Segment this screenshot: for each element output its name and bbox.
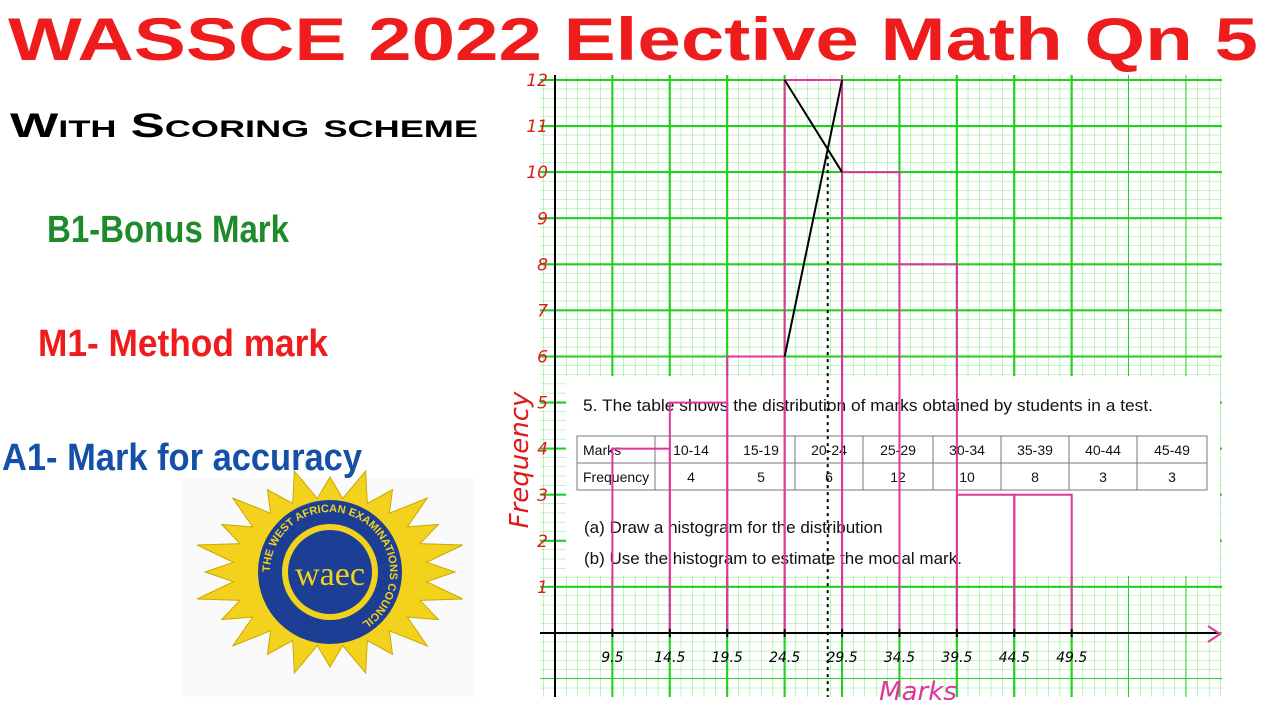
y-tick-label: 7 xyxy=(537,301,548,321)
table-cell-text: 10-14 xyxy=(673,442,709,458)
table-cell-text: 15-19 xyxy=(743,442,779,458)
x-tick-label: 24.5 xyxy=(769,650,800,666)
x-tick-label: 29.5 xyxy=(826,650,857,666)
table-cell-text: 45-49 xyxy=(1154,442,1190,458)
y-tick-label: 1 xyxy=(537,578,548,598)
y-label: Frequency xyxy=(505,391,535,528)
x-tick-label: 19.5 xyxy=(712,650,743,666)
table-cell-text: 40-44 xyxy=(1085,442,1121,458)
scheme-item: A1- Mark for accuracy xyxy=(2,437,362,479)
mode-line xyxy=(783,79,844,357)
question-text: 5. The table shows the distribution of m… xyxy=(583,396,1153,415)
x-tick-label: 49.5 xyxy=(1056,650,1087,666)
table-cell xyxy=(1136,462,1208,491)
table-cell-text: 25-29 xyxy=(880,442,916,458)
x-tick-label: 34.5 xyxy=(884,650,915,666)
scheme-item: M1- Method mark xyxy=(38,323,329,365)
table-cell-text: 20-24 xyxy=(811,442,847,458)
x-tick-label: 44.5 xyxy=(999,650,1030,666)
y-tick-label: 3 xyxy=(537,486,548,506)
table-cell-text: 4 xyxy=(687,469,695,485)
table-cell-text: 6 xyxy=(825,469,833,485)
y-tick-label: 2 xyxy=(537,532,548,552)
y-tick-label: 12 xyxy=(526,71,548,91)
logo-mark: waec xyxy=(295,556,365,593)
table-cell-text: Marks xyxy=(583,442,621,458)
mode-line xyxy=(783,79,843,173)
table-cell-text: 3 xyxy=(1168,469,1176,485)
logo: THE WEST AFRICAN EXAMINATIONS COUNCIL wa… xyxy=(183,469,475,697)
y-tick-label: 9 xyxy=(537,209,548,229)
question-part: (b) Use the histogram to estimate the mo… xyxy=(584,549,962,568)
table-cell-text: 8 xyxy=(1031,469,1039,485)
logo-core xyxy=(288,530,372,614)
title: WASSCE 2022 Elective Math Qn 5 xyxy=(8,6,1258,73)
y-tick-label: 8 xyxy=(537,255,548,275)
table-cell-text: 35-39 xyxy=(1017,442,1053,458)
question: 5. The table shows the distribution of m… xyxy=(566,376,1220,576)
scheme-item: B1-Bonus Mark xyxy=(47,209,290,251)
table-cell-text: 10 xyxy=(959,469,975,485)
question-box xyxy=(566,376,1220,576)
y-tick-label: 6 xyxy=(537,348,548,368)
y-tick-label: 4 xyxy=(537,440,548,460)
table-cell-text: 5 xyxy=(757,469,765,485)
x-tick-label: 14.5 xyxy=(654,650,685,666)
y-tick-label: 5 xyxy=(537,394,548,414)
table-cell-text: Frequency xyxy=(583,469,649,485)
question-part: (a) Draw a histogram for the distributio… xyxy=(584,518,883,537)
x-tick-label: 39.5 xyxy=(941,650,972,666)
subtitle: With Scoring scheme xyxy=(10,107,478,145)
table-cell-text: 30-34 xyxy=(949,442,985,458)
y-tick-label: 11 xyxy=(526,117,548,137)
x-label: Marks xyxy=(879,677,957,707)
y-tick-label: 10 xyxy=(526,163,548,183)
x-arrow xyxy=(1207,625,1222,643)
table-cell-text: 3 xyxy=(1099,469,1107,485)
table-cell-text: 12 xyxy=(890,469,906,485)
x-tick-label: 9.5 xyxy=(601,650,623,666)
